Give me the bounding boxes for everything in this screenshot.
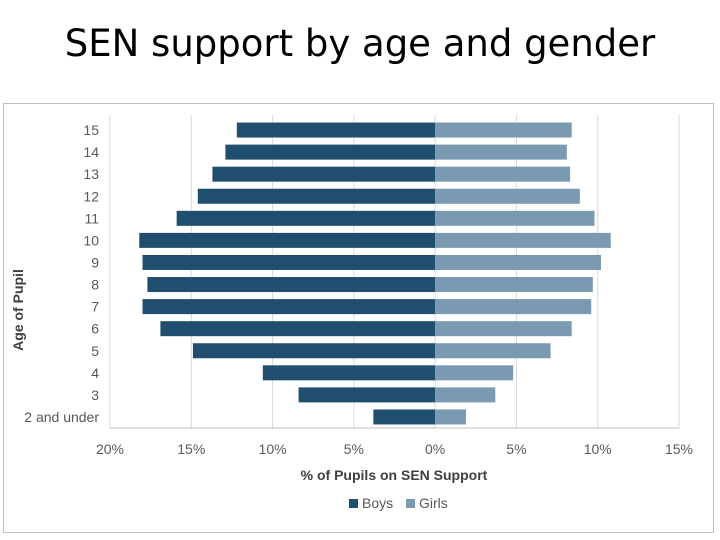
bar-boys-8	[139, 232, 436, 248]
bar-girls-7	[435, 254, 601, 270]
slide-title: SEN support by age and gender	[64, 22, 656, 65]
bar-boys-5	[142, 299, 436, 315]
x-tick-label: 10%	[584, 441, 612, 457]
bar-girls-9	[435, 210, 595, 226]
y-tick-label: 7	[91, 299, 99, 315]
bar-girls-1	[435, 387, 496, 403]
legend-label: Boys	[362, 495, 393, 511]
bar-boys-12	[225, 144, 436, 160]
x-tick-label: 20%	[96, 441, 124, 457]
y-tick-label: 2 and under	[24, 409, 99, 425]
x-tick-label: 0%	[425, 441, 445, 457]
bars	[139, 122, 611, 425]
bar-boys-2	[262, 365, 436, 381]
legend-swatch	[349, 499, 358, 508]
x-tick-label: 5%	[506, 441, 526, 457]
bar-girls-12	[435, 144, 567, 160]
bar-girls-5	[435, 299, 592, 315]
y-tick-label: 12	[83, 188, 99, 204]
x-tick-label: 10%	[259, 441, 287, 457]
y-tick-label: 4	[91, 365, 99, 381]
legend-label: Girls	[419, 495, 448, 511]
y-tick-label: 13	[83, 166, 99, 182]
legend: Boys Girls	[349, 495, 448, 511]
bar-boys-6	[147, 277, 436, 293]
bar-boys-1	[298, 387, 436, 403]
bar-girls-8	[435, 232, 611, 248]
bar-girls-13	[435, 122, 572, 138]
y-tick-labels: 2 and under 3 4 5 6 7 8 9 10 11 12 13 14 15	[24, 122, 99, 425]
bar-boys-4	[160, 321, 436, 337]
bar-boys-3	[192, 343, 436, 359]
bar-boys-10	[197, 188, 436, 204]
bar-girls-11	[435, 166, 571, 182]
y-tick-label: 10	[83, 232, 99, 248]
y-tick-label: 15	[83, 122, 99, 138]
y-tick-label: 14	[83, 144, 99, 160]
x-tick-labels: 20% 15% 10% 5% 0% 5% 10% 15%	[96, 441, 693, 457]
y-tick-label: 9	[91, 254, 99, 270]
bar-girls-6	[435, 277, 593, 293]
x-tick-label: 5%	[344, 441, 364, 457]
bar-boys-0	[373, 409, 436, 425]
bar-boys-9	[176, 210, 436, 226]
x-axis-title: % of Pupils on SEN Support	[301, 467, 488, 483]
bar-boys-13	[236, 122, 436, 138]
y-tick-label: 8	[91, 277, 99, 293]
y-axis-title: Age of Pupil	[10, 269, 26, 351]
pyramid-chart: 2 and under 3 4 5 6 7 8 9 10 11 12 13 14 15 20% 15% 10%…	[10, 115, 693, 511]
bar-girls-3	[435, 343, 551, 359]
x-tick-label: 15%	[665, 441, 693, 457]
y-tick-label: 11	[84, 210, 99, 226]
chart-frame: 2 and under 3 4 5 6 7 8 9 10 11 12 13 14 15 20% 15% 10%…	[3, 103, 714, 533]
bar-girls-0	[435, 409, 467, 425]
bar-boys-7	[142, 254, 436, 270]
bar-girls-2	[435, 365, 514, 381]
y-tick-label: 6	[91, 321, 99, 337]
bar-girls-4	[435, 321, 572, 337]
grid-lines	[109, 115, 680, 429]
bar-boys-11	[212, 166, 436, 182]
x-tick-label: 15%	[177, 441, 205, 457]
y-tick-label: 3	[91, 387, 99, 403]
bar-girls-10	[435, 188, 580, 204]
y-tick-label: 5	[91, 343, 99, 359]
legend-swatch	[406, 499, 415, 508]
